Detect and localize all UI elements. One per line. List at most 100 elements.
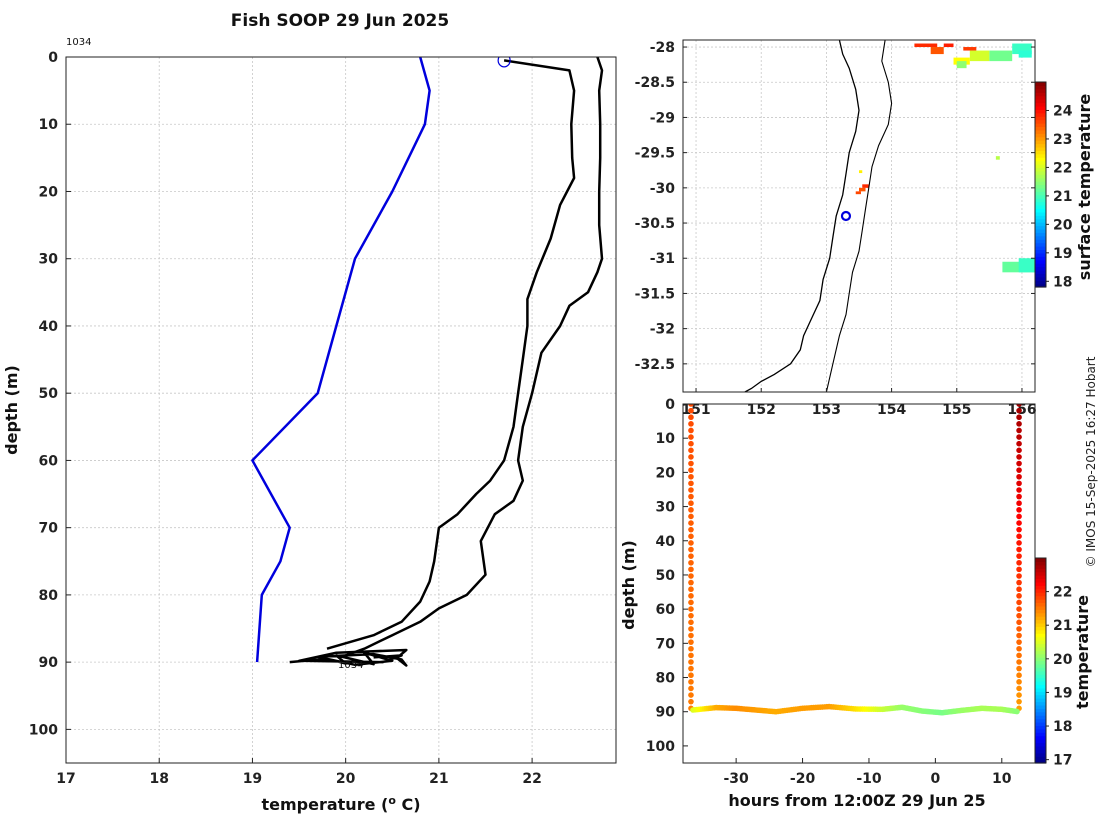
left-profile-dot [688, 404, 694, 407]
temp-colorbar-tick-label: 18 [1053, 719, 1072, 735]
tick-label-y: 90 [39, 655, 59, 671]
time-tick-label-y: 100 [646, 739, 675, 755]
sst-patch [1018, 50, 1032, 58]
tick-label-y: 0 [48, 50, 58, 66]
temp-colorbar-band [1035, 742, 1046, 747]
temp-colorbar-band [1035, 759, 1046, 764]
right-profile-dot [1016, 513, 1022, 520]
left-profile-dot [688, 632, 694, 639]
profile-id-bottom: 1034 [338, 660, 363, 671]
x-axis-label-sup: o [388, 794, 396, 807]
sst-colorbar-tick-label: 21 [1053, 189, 1072, 205]
left-profile-dot [688, 553, 694, 559]
time-tick-label-y: 80 [656, 671, 676, 687]
right-profile-dot [1016, 606, 1022, 612]
sst-colorbar-tick-label: 18 [1053, 274, 1072, 290]
sst-patch [930, 47, 944, 55]
left-profile-dot [688, 500, 694, 507]
sst-patch [862, 184, 869, 188]
bottom-track-dot [1014, 708, 1020, 715]
right-profile-dot [1016, 473, 1022, 480]
temp-colorbar-band [1035, 568, 1046, 573]
temp-colorbar-band [1035, 602, 1046, 607]
left-profile-dot [688, 566, 694, 573]
right-profile-dot [1016, 467, 1022, 473]
map-tick-label-y: -31.5 [635, 286, 675, 302]
sst-colorbar-band [1035, 140, 1046, 145]
temp-colorbar-band [1035, 650, 1046, 655]
right-profile-dot [1016, 665, 1022, 672]
sst-colorbar-band [1035, 95, 1046, 100]
right-profile-dot [1016, 593, 1022, 599]
temp-colorbar-band [1035, 622, 1046, 627]
left-profile-dot [688, 685, 694, 692]
temp-colorbar-band [1035, 660, 1046, 665]
right-profile-dot [1016, 427, 1022, 434]
temp-colorbar-band [1035, 739, 1046, 744]
temp-colorbar-band [1035, 725, 1046, 730]
temp-colorbar-band [1035, 588, 1046, 593]
sst-colorbar-band [1035, 112, 1046, 117]
credit-text: © IMOS 15-Sep-2025 16:27 Hobart [1084, 356, 1098, 567]
left-profile-dot [688, 421, 694, 427]
sst-colorbar-band [1035, 181, 1046, 186]
map-tick-label-x: 151 [681, 402, 710, 418]
left-profile-dot [688, 526, 694, 533]
temp-colorbar-tick-label: 17 [1053, 753, 1072, 769]
x-axis-label-text: temperature ( [261, 795, 388, 814]
series-bottom-tangle [289, 648, 408, 667]
sst-colorbar-band [1035, 92, 1046, 97]
tick-label-y: 70 [39, 521, 59, 537]
left-profile-dot [688, 507, 694, 513]
left-profile-dot [688, 513, 694, 520]
right-profile-dot [1016, 579, 1022, 586]
right-profile-dot [1016, 566, 1022, 573]
left-profile-dot [688, 407, 694, 414]
right-profile-dot [1016, 626, 1022, 632]
left-profile-dot [688, 454, 694, 460]
temp-colorbar-band [1035, 674, 1046, 679]
sst-patch [969, 50, 990, 62]
sst-colorbar-band [1035, 99, 1046, 104]
temp-colorbar-band [1035, 558, 1046, 563]
left-profile-dot [688, 692, 694, 698]
tick-label-x: 20 [336, 771, 356, 787]
sst-patch [859, 187, 866, 192]
left-profile-dot [688, 473, 694, 480]
map-tick-label-x: 152 [747, 402, 776, 418]
sst-colorbar-band [1035, 215, 1046, 220]
left-profile-dot [688, 414, 694, 421]
left-profile-dot [688, 652, 694, 659]
temp-colorbar-band [1035, 564, 1046, 569]
temp-colorbar-band [1035, 653, 1046, 658]
map-panel: 151 152 153 154 155 156 -28 -28.5 -29 -29.5 -30 -30… [635, 39, 1094, 418]
temp-colorbar-band [1035, 633, 1046, 638]
sst-colorbar-band [1035, 256, 1046, 261]
sst-patch [914, 43, 938, 48]
right-profile-dot [1016, 460, 1022, 467]
left-profile-dot [688, 493, 694, 500]
sst-colorbar-band [1035, 150, 1046, 155]
sst-colorbar-band [1035, 170, 1046, 175]
right-profile-dot [1016, 612, 1022, 619]
sst-colorbar-frame [1034, 81, 1047, 288]
left-profile-dot [688, 586, 694, 593]
sst-colorbar-band [1035, 187, 1046, 192]
sst-colorbar-band [1035, 249, 1046, 254]
tick-label-x: 22 [522, 771, 541, 787]
tick-label-y: 40 [39, 319, 59, 335]
temp-colorbar-band [1035, 718, 1046, 723]
sst-colorbar-band [1035, 102, 1046, 107]
temp-colorbar-band [1035, 616, 1046, 621]
temp-colorbar-band [1035, 663, 1046, 668]
series-cast-b [345, 57, 604, 657]
sst-patch [943, 43, 954, 48]
temp-colorbar-band [1035, 691, 1046, 696]
left-profile-dot [688, 573, 694, 579]
profile-panel: Fish SOOP 29 Jun 2025 17 18 19 20 21 22 0 10 20 3… [2, 11, 617, 814]
sst-colorbar-band [1035, 283, 1046, 288]
left-profile-dot [688, 672, 694, 679]
left-profile-dot [688, 480, 694, 487]
sst-colorbar-band [1035, 280, 1046, 285]
temp-colorbar-band [1035, 605, 1046, 610]
